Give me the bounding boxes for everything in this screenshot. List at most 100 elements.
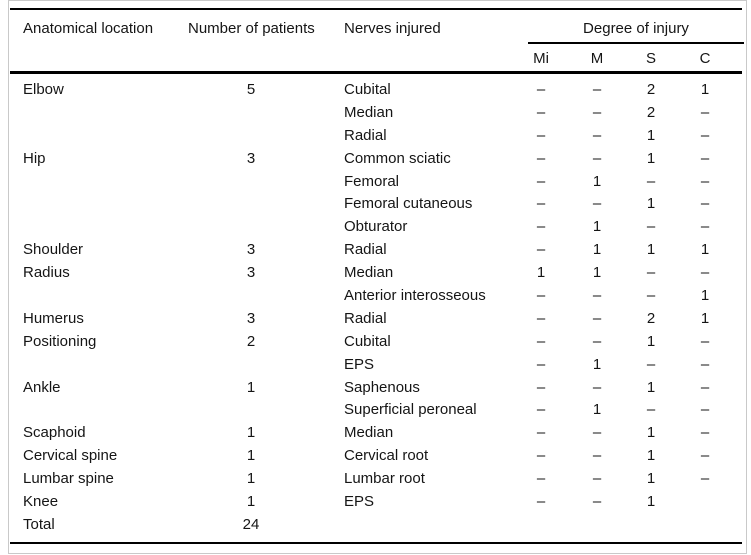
cell-nerve — [314, 514, 513, 537]
cell-degree-mi: – — [536, 81, 546, 98]
cell-degree-s: – — [646, 218, 656, 236]
table-row: Ankle 1 Saphenous – – 1 – — [23, 377, 733, 400]
cell-nerve: Radial — [344, 309, 387, 327]
cell-location: Elbow — [23, 81, 64, 98]
cell-degree-m: 1 — [592, 172, 602, 190]
cell-location — [23, 285, 188, 308]
cell-location — [23, 216, 188, 239]
cell-nerve: Lumbar root — [344, 470, 425, 488]
cell-degree-mi: – — [536, 218, 546, 236]
cell-degree-c: – — [700, 103, 710, 121]
cell-degree-s: 1 — [646, 493, 656, 511]
table-row: Lumbar spine 1 Lumbar root – – 1 – — [23, 468, 733, 491]
cell-degree-s: 2 — [646, 103, 656, 121]
table-row: Anterior interosseous – – – 1 — [23, 285, 733, 308]
cell-degree-mi: – — [536, 309, 546, 327]
column-header-degree-group: Degree of injury — [583, 20, 689, 37]
cell-degree-s: 1 — [646, 447, 656, 465]
column-header-location: Anatomical location — [23, 20, 154, 37]
cell-patients: 1 — [246, 493, 256, 511]
cell-degree-m: – — [592, 470, 602, 488]
cell-nerve: Radial — [344, 126, 387, 144]
cell-degree-m: 1 — [592, 241, 602, 259]
cell-degree-mi: – — [536, 447, 546, 465]
cell-patients: 3 — [246, 264, 256, 282]
cell-location — [23, 354, 188, 377]
cell-nerve: Cervical root — [344, 447, 429, 465]
cell-nerve: EPS — [344, 355, 375, 373]
cell-nerve: Cubital — [344, 332, 391, 350]
table-row: Total 24 — [23, 514, 733, 537]
cell-patients: 24 — [242, 515, 260, 533]
cell-degree-m: 1 — [592, 218, 602, 236]
cell-degree-mi: – — [536, 378, 546, 396]
cell-degree-s: 1 — [646, 378, 656, 396]
cell-patients: 1 — [246, 447, 256, 465]
subcolumn-header-s: S — [645, 50, 656, 67]
subcolumn-header-c: C — [699, 50, 711, 67]
cell-degree-m: – — [592, 195, 602, 213]
cell-degree-s: 1 — [646, 241, 656, 259]
table-row: Radius 3 Median 1 1 – – — [23, 262, 733, 285]
cell-patients: 2 — [246, 332, 256, 350]
cell-degree-m: – — [592, 287, 602, 305]
cell-degree-c: – — [700, 424, 710, 442]
cell-patients: 5 — [246, 81, 256, 98]
cell-location: Humerus — [23, 309, 84, 327]
cell-degree-m: 1 — [592, 355, 602, 373]
cell-degree-s: 1 — [646, 470, 656, 488]
cell-patients: 1 — [246, 424, 256, 442]
cell-degree-s: 1 — [646, 149, 656, 167]
cell-degree-s: – — [646, 287, 656, 305]
cell-location — [23, 125, 188, 148]
cell-degree-s: 1 — [646, 195, 656, 213]
cell-degree-m: – — [592, 447, 602, 465]
cell-degree-c — [677, 491, 733, 514]
cell-location — [23, 171, 188, 194]
cell-degree-mi: 1 — [536, 264, 546, 282]
cell-location: Scaphoid — [23, 424, 86, 442]
subcolumn-header-m: M — [590, 50, 604, 67]
cell-patients — [188, 399, 314, 422]
table-top-rule — [10, 8, 742, 10]
column-header-nerves: Nerves injured — [344, 20, 441, 37]
cell-patients: 3 — [246, 149, 256, 167]
table-row: Femoral – 1 – – — [23, 171, 733, 194]
cell-patients — [188, 171, 314, 194]
cell-location: Ankle — [23, 378, 61, 396]
cell-degree-s: – — [646, 264, 656, 282]
cell-degree-c: 1 — [700, 241, 710, 259]
cell-degree-s: – — [646, 355, 656, 373]
cell-patients — [188, 193, 314, 216]
cell-degree-mi: – — [536, 401, 546, 419]
cell-degree-s: 2 — [646, 309, 656, 327]
cell-nerve: Common sciatic — [344, 149, 451, 167]
cell-patients: 1 — [246, 470, 256, 488]
cell-degree-s: 1 — [646, 332, 656, 350]
cell-nerve: Cubital — [344, 81, 391, 98]
table-body: Elbow 5 Cubital – – 2 1 Median – – 2 – R… — [23, 74, 733, 537]
cell-degree-s: – — [646, 172, 656, 190]
cell-degree-mi: – — [536, 332, 546, 350]
cell-patients — [188, 354, 314, 377]
cell-degree-m: – — [592, 493, 602, 511]
cell-degree-mi: – — [536, 103, 546, 121]
cell-degree-c: – — [700, 126, 710, 144]
table-row: Cervical spine 1 Cervical root – – 1 – — [23, 445, 733, 468]
cell-degree-mi: – — [536, 287, 546, 305]
cell-degree-c: – — [700, 149, 710, 167]
table-row: Median – – 2 – — [23, 102, 733, 125]
cell-location — [23, 193, 188, 216]
cell-degree-mi: – — [536, 355, 546, 373]
cell-degree-mi: – — [536, 493, 546, 511]
cell-location — [23, 399, 188, 422]
cell-degree-mi: – — [536, 424, 546, 442]
table-row: Superficial peroneal – 1 – – — [23, 399, 733, 422]
table-row: Positioning 2 Cubital – – 1 – — [23, 331, 733, 354]
cell-location: Lumbar spine — [23, 470, 114, 488]
cell-nerve: Median — [344, 424, 394, 442]
cell-nerve: Anterior interosseous — [344, 287, 486, 305]
cell-degree-s: 1 — [646, 424, 656, 442]
table-row: EPS – 1 – – — [23, 354, 733, 377]
cell-location: Shoulder — [23, 241, 84, 259]
